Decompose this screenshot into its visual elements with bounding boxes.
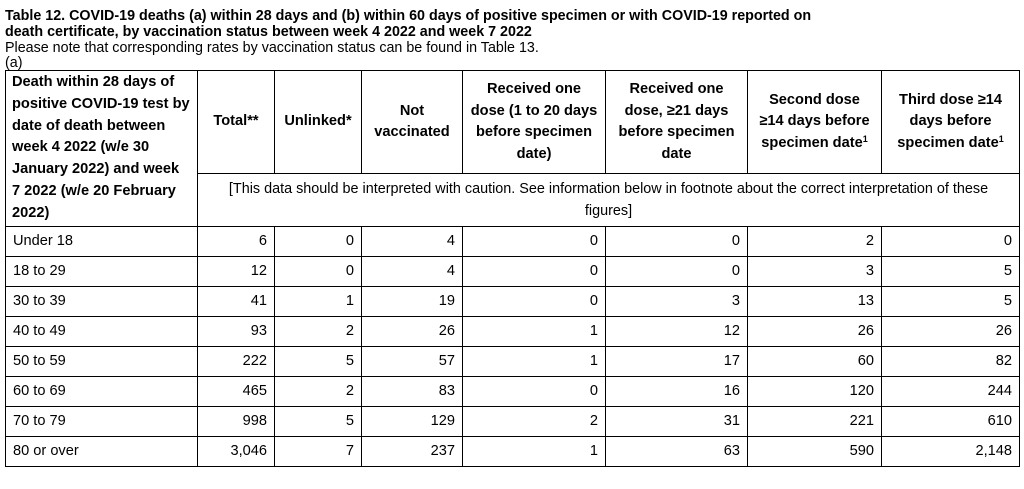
col-one-dose-1-20: Received one dose (1 to 20 days before s… (462, 70, 606, 174)
cell-unlinked: 2 (274, 315, 362, 347)
table-row: 18 to 29 12 0 4 0 0 3 5 (5, 255, 1020, 287)
col-third-dose-label: Third dose ≥14 days before specimen date (897, 91, 1002, 151)
col-one-dose-21: Received one dose, ≥21 days before speci… (605, 70, 748, 174)
age-group-cell: 50 to 59 (5, 345, 198, 377)
cell-third-dose: 244 (881, 375, 1020, 407)
cell-not-vaccinated: 4 (361, 225, 463, 257)
cell-third-dose: 0 (881, 225, 1020, 257)
cell-second-dose: 60 (747, 345, 882, 377)
cell-second-dose: 13 (747, 285, 882, 317)
cell-unlinked: 5 (274, 405, 362, 437)
cell-not-vaccinated: 26 (361, 315, 463, 347)
table-row: 30 to 39 41 1 19 0 3 13 5 (5, 285, 1020, 317)
table-row: 40 to 49 93 2 26 1 12 26 26 (5, 315, 1020, 347)
cell-unlinked: 7 (274, 435, 362, 467)
table-body: Under 18 6 0 4 0 0 2 0 18 to 29 12 0 4 0 0 3 5 30 to 39 4… (5, 225, 1020, 467)
cell-unlinked: 5 (274, 345, 362, 377)
age-group-cell: 40 to 49 (5, 315, 198, 347)
cell-one-dose-1-20: 0 (462, 375, 606, 407)
table-row: 60 to 69 465 2 83 0 16 120 244 (5, 375, 1020, 407)
table-title-line1: Table 12. COVID-19 deaths (a) within 28 … (5, 8, 812, 24)
header-row: Death within 28 days of positive COVID-1… (5, 70, 1020, 227)
cell-one-dose-1-20: 0 (462, 225, 606, 257)
cell-not-vaccinated: 83 (361, 375, 463, 407)
footnote-marker: 1 (998, 133, 1004, 144)
cell-one-dose-21: 0 (605, 255, 748, 287)
col-total: Total** (197, 70, 275, 174)
cell-unlinked: 0 (274, 225, 362, 257)
cell-second-dose: 120 (747, 375, 882, 407)
col-second-dose-label: Second dose ≥14 days before specimen dat… (759, 91, 870, 151)
col-second-dose: Second dose ≥14 days before specimen dat… (747, 70, 882, 174)
cell-third-dose: 2,148 (881, 435, 1020, 467)
col-unlinked: Unlinked* (274, 70, 362, 174)
cell-total: 222 (197, 345, 275, 377)
cell-total: 41 (197, 285, 275, 317)
table-title-line2: death certificate, by vaccination status… (5, 24, 532, 40)
cell-not-vaccinated: 237 (361, 435, 463, 467)
cell-total: 465 (197, 375, 275, 407)
cell-total: 998 (197, 405, 275, 437)
cell-unlinked: 2 (274, 375, 362, 407)
cell-one-dose-1-20: 0 (462, 255, 606, 287)
caution-row: [This data should be interpreted with ca… (6, 173, 1020, 227)
table-row: Under 18 6 0 4 0 0 2 0 (5, 225, 1020, 257)
cell-second-dose: 2 (747, 225, 882, 257)
cell-third-dose: 5 (881, 285, 1020, 317)
col-third-dose: Third dose ≥14 days before specimen date… (881, 70, 1020, 174)
cell-one-dose-1-20: 1 (462, 345, 606, 377)
cell-not-vaccinated: 129 (361, 405, 463, 437)
age-group-cell: Under 18 (5, 225, 198, 257)
cell-total: 12 (197, 255, 275, 287)
age-group-cell: 30 to 39 (5, 285, 198, 317)
row-header-cell: Death within 28 days of positive COVID-1… (5, 70, 198, 227)
cell-second-dose: 590 (747, 435, 882, 467)
cell-one-dose-21: 3 (605, 285, 748, 317)
cell-one-dose-21: 16 (605, 375, 748, 407)
cell-one-dose-21: 0 (605, 225, 748, 257)
cell-one-dose-21: 63 (605, 435, 748, 467)
cell-third-dose: 26 (881, 315, 1020, 347)
cell-second-dose: 221 (747, 405, 882, 437)
age-group-cell: 80 or over (5, 435, 198, 467)
age-group-cell: 18 to 29 (5, 255, 198, 287)
cell-not-vaccinated: 57 (361, 345, 463, 377)
cell-one-dose-1-20: 1 (462, 435, 606, 467)
cell-one-dose-21: 12 (605, 315, 748, 347)
cell-not-vaccinated: 19 (361, 285, 463, 317)
table-title: Table 12. COVID-19 deaths (a) within 28 … (5, 8, 1016, 40)
cell-total: 3,046 (197, 435, 275, 467)
cell-unlinked: 1 (274, 285, 362, 317)
table-row: 70 to 79 998 5 129 2 31 221 610 (5, 405, 1020, 437)
caution-note: [This data should be interpreted with ca… (197, 173, 1020, 227)
age-group-cell: 70 to 79 (5, 405, 198, 437)
cell-not-vaccinated: 4 (361, 255, 463, 287)
cell-one-dose-21: 17 (605, 345, 748, 377)
cell-unlinked: 0 (274, 255, 362, 287)
cell-third-dose: 82 (881, 345, 1020, 377)
deaths-table: Death within 28 days of positive COVID-1… (5, 70, 1020, 467)
table-row: 50 to 59 222 5 57 1 17 60 82 (5, 345, 1020, 377)
table-row: 80 or over 3,046 7 237 1 63 590 2,148 (5, 435, 1020, 467)
cell-total: 93 (197, 315, 275, 347)
document: Table 12. COVID-19 deaths (a) within 28 … (5, 8, 1020, 467)
footnote-marker: 1 (862, 133, 868, 144)
cell-second-dose: 26 (747, 315, 882, 347)
cell-second-dose: 3 (747, 255, 882, 287)
cell-third-dose: 5 (881, 255, 1020, 287)
cell-total: 6 (197, 225, 275, 257)
cell-third-dose: 610 (881, 405, 1020, 437)
cell-one-dose-21: 31 (605, 405, 748, 437)
cell-one-dose-1-20: 0 (462, 285, 606, 317)
note-text: Please note that corresponding rates by … (5, 40, 539, 56)
cell-one-dose-1-20: 2 (462, 405, 606, 437)
col-not-vaccinated: Not vaccinated (361, 70, 463, 174)
age-group-cell: 60 to 69 (5, 375, 198, 407)
cell-one-dose-1-20: 1 (462, 315, 606, 347)
subtitle-a: (a) (5, 55, 23, 71)
